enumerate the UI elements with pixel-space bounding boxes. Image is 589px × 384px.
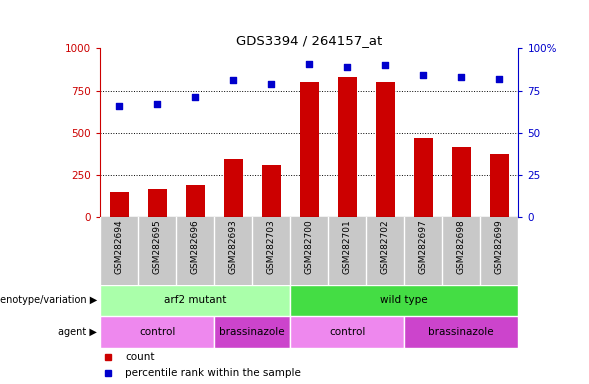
Bar [148,189,167,217]
Text: GSM282699: GSM282699 [495,219,504,274]
Bar [290,316,404,348]
Point [190,94,200,101]
Bar [337,77,357,217]
Point [114,103,124,109]
Text: GSM282702: GSM282702 [380,219,390,274]
Text: brassinazole: brassinazole [219,327,285,337]
Text: GSM282696: GSM282696 [191,219,200,274]
Text: count: count [125,352,155,362]
Title: GDS3394 / 264157_at: GDS3394 / 264157_at [236,34,382,47]
Bar [224,159,243,217]
Bar [214,316,290,348]
Text: GSM282700: GSM282700 [305,219,314,274]
Text: GSM282701: GSM282701 [343,219,352,274]
Point [229,78,238,84]
Point [266,81,276,87]
Text: GSM282694: GSM282694 [115,219,124,274]
Bar [290,285,518,316]
Bar [413,138,433,217]
Text: control: control [139,327,176,337]
Point [305,61,314,67]
Text: control: control [329,327,365,337]
Bar [452,147,471,217]
Text: agent ▶: agent ▶ [58,327,97,337]
Bar [262,165,281,217]
Bar [376,82,395,217]
Text: genotype/variation ▶: genotype/variation ▶ [0,295,97,305]
Text: GSM282703: GSM282703 [267,219,276,274]
Text: arf2 mutant: arf2 mutant [164,295,226,305]
Text: brassinazole: brassinazole [428,327,494,337]
Point [153,101,162,107]
Text: wild type: wild type [380,295,428,305]
Bar [100,316,214,348]
Bar [490,154,509,217]
Bar [186,185,205,217]
Bar [100,285,290,316]
Text: GSM282697: GSM282697 [419,219,428,274]
Bar [110,192,128,217]
Point [456,74,466,80]
Point [419,72,428,78]
Text: percentile rank within the sample: percentile rank within the sample [125,368,301,379]
Point [495,76,504,82]
Point [380,62,390,68]
Text: GSM282695: GSM282695 [153,219,161,274]
Text: GSM282698: GSM282698 [457,219,466,274]
Point [343,64,352,70]
Bar [404,316,518,348]
Bar [300,82,319,217]
Text: GSM282693: GSM282693 [229,219,238,274]
